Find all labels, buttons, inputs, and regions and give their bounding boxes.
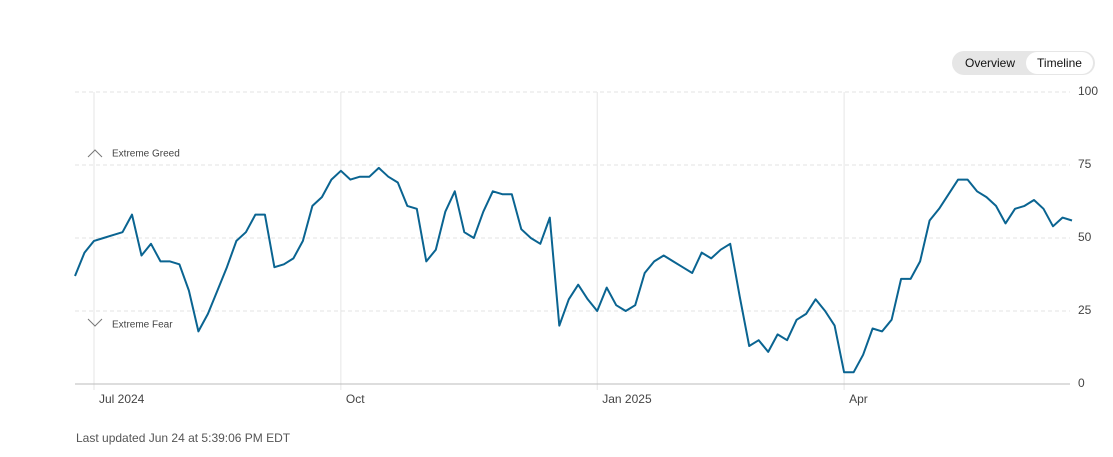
x-tick-label: Oct [346, 392, 365, 406]
y-tick-label: 25 [1078, 303, 1092, 317]
toggle-button[interactable]: Timeline [1026, 52, 1093, 74]
footer: Last updated Jun 24 at 5:39:06 PM EDT [76, 431, 291, 445]
view-toggle: Overview Timeline [952, 51, 1095, 75]
y-tick-label: 0 [1078, 376, 1085, 390]
y-tick-label: 50 [1078, 230, 1092, 244]
x-tick-label: Jan 2025 [602, 392, 652, 406]
greed-icon [87, 149, 103, 158]
y-tick-label: 75 [1078, 157, 1092, 171]
y-tick-label: 100 [1078, 84, 1098, 98]
toggle-button[interactable]: Overview [965, 56, 1016, 70]
x-tick-label: Jul 2024 [99, 392, 145, 406]
fear-icon [87, 318, 103, 327]
x-tick-label: Apr [849, 392, 868, 406]
annotation: Extreme Fear [112, 320, 173, 331]
line [74, 166, 1073, 374]
annotation: Extreme Greed [112, 149, 180, 160]
